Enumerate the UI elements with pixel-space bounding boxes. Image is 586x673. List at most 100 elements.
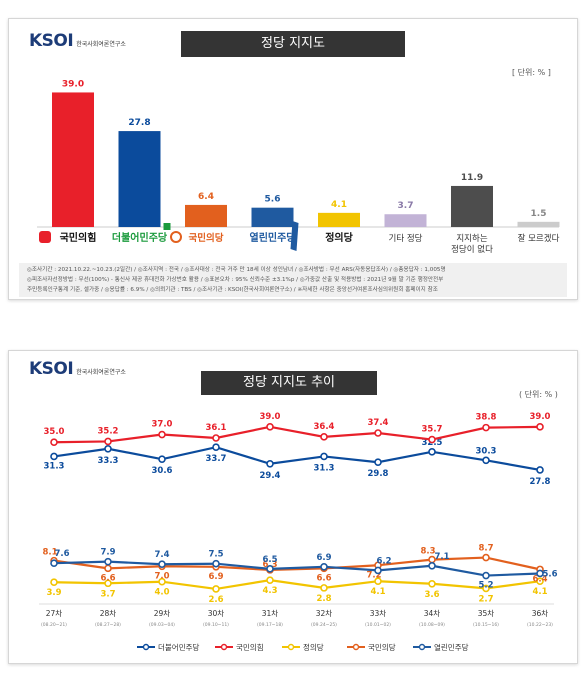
x-tick-label: 27차 <box>46 609 63 618</box>
data-label: 7.4 <box>154 550 169 560</box>
x-tick-label: 31차 <box>262 609 279 618</box>
unit-label: ( 단위: % ) <box>519 390 558 399</box>
data-point <box>320 452 328 461</box>
bar <box>318 212 360 227</box>
data-label: 6.4 <box>198 192 214 202</box>
ksoi-logo: KSOI 한국사회여론연구소 <box>29 359 126 379</box>
x-tick-sublabel: (10.08~09) <box>419 622 445 628</box>
category-label: 정의당 <box>325 231 353 244</box>
category-label: 열린민주당 <box>250 231 297 244</box>
data-point <box>266 459 274 468</box>
data-point <box>482 553 490 562</box>
data-label: 6.4 <box>532 574 547 584</box>
bar <box>185 204 227 227</box>
x-tick-sublabel: (10.15~16) <box>473 622 499 628</box>
data-label: 3.6 <box>424 590 439 600</box>
data-point <box>428 561 436 570</box>
data-label: 37.0 <box>152 420 173 430</box>
survey-note-line-2: ◎피조사자선정방법 : 무선(100%) - 통신사 제공 휴대전화 가상번호 … <box>27 277 444 283</box>
legend-marker <box>352 643 360 651</box>
x-tick-label: 36차 <box>532 609 549 618</box>
x-tick-sublabel: (09.03~04) <box>149 622 175 628</box>
dem-logo-icon <box>163 223 171 230</box>
data-label: 35.0 <box>44 427 65 437</box>
data-label: 7.5 <box>208 550 223 560</box>
plp-logo-icon <box>170 231 182 243</box>
data-label: 6.5 <box>262 555 277 565</box>
data-label: 37.4 <box>368 418 389 428</box>
data-label: 36.4 <box>314 422 335 432</box>
data-point <box>104 437 112 446</box>
ppp-logo-icon <box>39 231 51 243</box>
data-point <box>428 435 436 444</box>
data-point <box>104 564 112 573</box>
category-label: 잘 모르겠다 <box>518 233 560 244</box>
series-line <box>53 579 541 591</box>
legend-marker <box>418 643 426 651</box>
data-label: 6.9 <box>208 572 223 582</box>
data-label: 33.3 <box>98 456 119 466</box>
data-label: 7.6 <box>54 549 69 559</box>
survey-note-line-1: ◎조사기간 : 2021.10.22.~10.23.(2일간) / ◎조사지역 … <box>27 267 446 273</box>
series-line <box>53 446 541 472</box>
x-tick-label: 28차 <box>100 609 117 618</box>
data-label: 5.6 <box>265 195 281 205</box>
category-label: 기타 정당 <box>389 233 423 244</box>
x-tick-label: 32차 <box>316 609 333 618</box>
data-point <box>374 458 382 467</box>
data-point <box>212 443 220 452</box>
data-label: 5.6 <box>542 569 557 579</box>
x-tick-label: 33차 <box>370 609 387 618</box>
data-point <box>212 559 220 568</box>
data-point <box>482 571 490 580</box>
category-label: 국민의힘 <box>60 231 97 244</box>
legend-label: 열린민주당 <box>434 642 469 652</box>
data-label: 3.7 <box>100 589 115 599</box>
data-point <box>536 577 544 585</box>
data-point <box>158 577 166 586</box>
logo-subtitle: 한국사회여론연구소 <box>76 41 126 48</box>
data-label: 11.9 <box>461 173 483 183</box>
data-label: 7.9 <box>100 548 115 558</box>
data-label: 38.8 <box>476 413 497 423</box>
data-point <box>536 423 544 431</box>
data-label: 6.2 <box>376 556 391 566</box>
data-label: 30.3 <box>476 446 497 456</box>
category-label: 국민의당 <box>189 232 224 244</box>
x-tick-sublabel: (10.22~23) <box>527 622 553 628</box>
data-point <box>320 563 328 571</box>
x-tick-label: 35차 <box>478 609 495 618</box>
category-label: 지지하는 <box>456 233 487 244</box>
data-label: 6.3 <box>262 560 277 570</box>
data-label: 2.7 <box>478 594 493 604</box>
data-point <box>50 452 58 461</box>
data-point <box>536 466 544 474</box>
data-point <box>158 455 166 463</box>
data-label: 7.0 <box>154 571 169 581</box>
bar <box>251 207 294 227</box>
category-label: 정당이 없다 <box>451 244 493 255</box>
line-chart: 31.333.330.633.729.431.329.832.530.327.8… <box>39 412 558 652</box>
data-point <box>482 423 490 432</box>
data-label: 27.8 <box>128 118 150 128</box>
data-label: 3.9 <box>46 588 61 598</box>
data-label: 39.0 <box>530 412 551 422</box>
legend-marker <box>287 643 295 651</box>
data-point <box>320 433 328 441</box>
data-point <box>50 559 58 567</box>
data-point <box>104 557 112 566</box>
data-label: 29.8 <box>368 469 389 479</box>
x-tick-label: 29차 <box>154 609 171 618</box>
data-point <box>104 444 112 453</box>
data-point <box>482 456 490 465</box>
data-point <box>428 579 436 588</box>
data-label: 4.0 <box>154 588 169 598</box>
series-line <box>53 556 541 571</box>
chart-title: 정당 지지도 <box>181 31 405 57</box>
x-tick-label: 34차 <box>424 609 441 618</box>
data-point <box>374 577 382 585</box>
data-label: 35.2 <box>98 426 119 436</box>
x-tick-sublabel: (08.27~28) <box>95 622 121 628</box>
bar <box>118 131 161 227</box>
data-label: 39.0 <box>260 412 281 422</box>
